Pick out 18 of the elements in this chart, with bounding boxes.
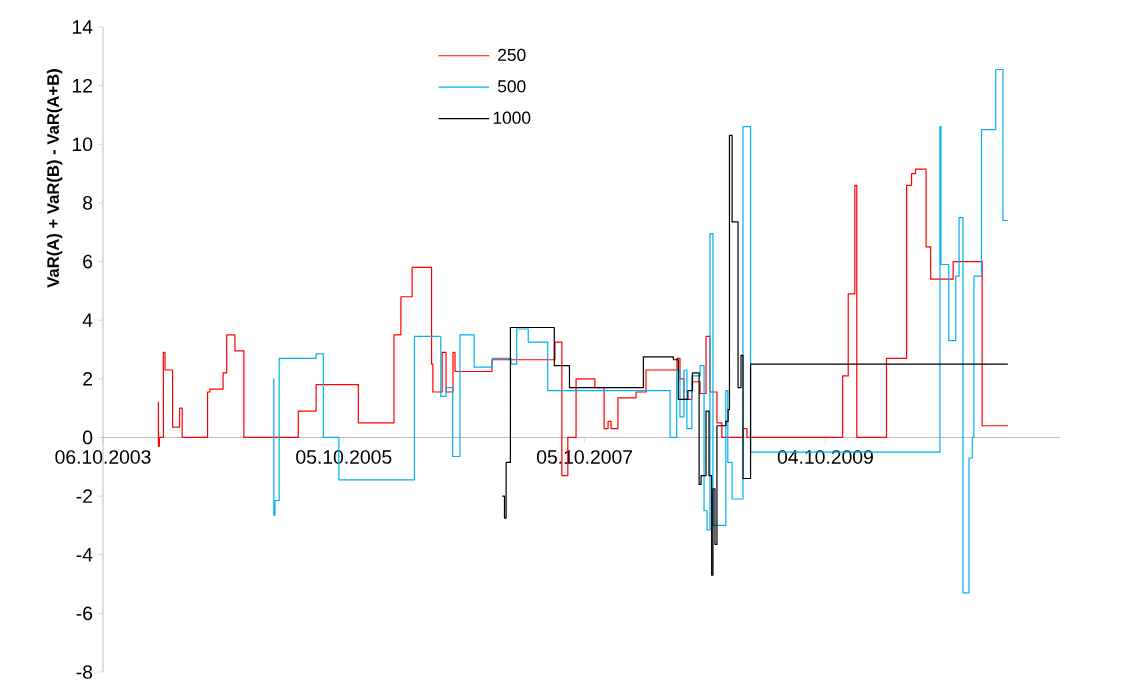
y-tick-label: 2	[83, 372, 92, 386]
y-tick-label: 0	[82, 430, 93, 445]
y-tick-label: -6	[76, 606, 93, 621]
y-tick-label: 6	[83, 254, 93, 269]
y-tick-label: 10	[72, 137, 93, 152]
legend-label: 500	[497, 80, 526, 93]
y-axis-title: VaR(A) + VaR(B) - VaR(A+B)	[46, 69, 63, 288]
y-tick-label: 12	[72, 78, 92, 93]
y-tick-label: -8	[76, 665, 93, 679]
y-tick-label: 8	[83, 196, 93, 210]
y-tick-label: -4	[76, 548, 93, 562]
x-tick-label: 04.10.2009	[777, 450, 873, 464]
x-tick-label: 06.10.2003	[55, 450, 151, 464]
y-tick-label: -2	[76, 489, 92, 503]
y-tick-label: 14	[72, 20, 93, 34]
legend-label: 1000	[493, 111, 531, 124]
y-tick-label: 4	[82, 313, 93, 327]
legend-label: 250	[498, 48, 526, 61]
